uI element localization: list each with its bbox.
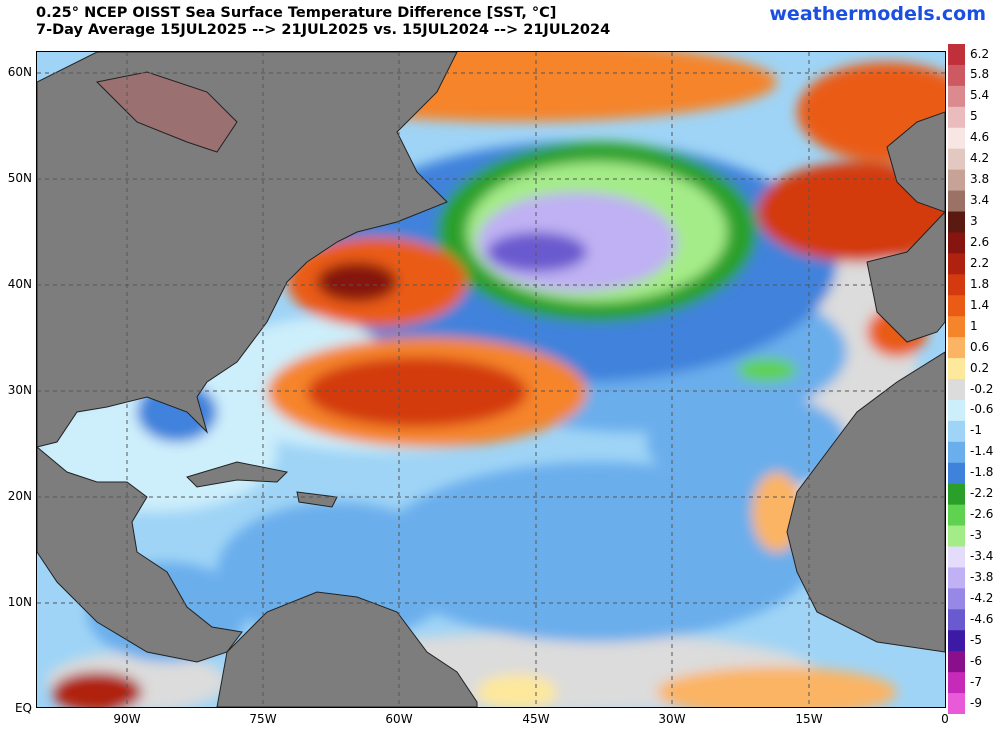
colorbar-swatch (948, 546, 965, 568)
colorbar-label: 1.8 (970, 276, 990, 291)
colorbar-swatch (948, 462, 965, 485)
colorbar-label: 4.2 (970, 151, 990, 166)
land-cuba (186, 461, 289, 488)
land-central-america (37, 446, 243, 663)
colorbar-swatch (948, 651, 965, 673)
colorbar-swatch (948, 630, 965, 652)
colorbar-label: -2.2 (970, 486, 994, 501)
colorbar-swatch (948, 441, 965, 464)
colorbar-label: -6 (970, 653, 982, 668)
colorbar-swatch (948, 127, 965, 150)
colorbar-label: 5.4 (970, 88, 990, 103)
colorbar-swatch (948, 358, 965, 380)
colorbar-swatch (948, 672, 965, 694)
lat-label-40n: 40N (7, 277, 32, 291)
lat-label-50n: 50N (7, 171, 32, 185)
colorbar-swatch (948, 106, 965, 129)
colorbar-label: 1.4 (970, 297, 990, 312)
lon-label-90w: 90W (113, 712, 141, 726)
map-subtitle: 7-Day Average 15JUL2025 --> 21JUL2025 vs… (36, 22, 611, 38)
colorbar-swatch (948, 420, 965, 443)
colorbar-swatch (948, 211, 965, 233)
colorbar-label: -0.2 (970, 381, 994, 396)
colorbar-label: 0.6 (970, 339, 990, 354)
colorbar-label: 5.8 (970, 67, 990, 82)
colorbar-swatch (948, 85, 965, 108)
colorbar-label: -0.6 (970, 402, 994, 417)
colorbar-swatch (948, 253, 965, 275)
colorbar-swatch (948, 525, 965, 547)
colorbar-label: -1.4 (970, 444, 994, 459)
lon-label-60w: 60W (385, 712, 413, 726)
colorbar-label: 0.2 (970, 360, 990, 375)
lat-label-20n: 20N (7, 489, 32, 503)
colorbar-label: -3 (970, 528, 982, 542)
map-title: 0.25° NCEP OISST Sea Surface Temperature… (36, 5, 557, 21)
colorbar-swatch (948, 399, 965, 422)
colorbar-label: 2.6 (970, 234, 990, 249)
colorbar-swatch (948, 609, 965, 631)
land-british-isles (886, 111, 945, 213)
colorbar-swatch (948, 295, 965, 317)
colorbar-swatch (948, 274, 965, 296)
land-north-america (37, 52, 458, 448)
land-masses (37, 52, 945, 707)
colorbar-swatch (948, 483, 965, 506)
colorbar-label: -2.6 (970, 507, 994, 522)
brand-logo[interactable]: weathermodels.com (769, 3, 986, 25)
lon-label-0: 0 (941, 712, 949, 726)
colorbar-label: 3 (970, 214, 978, 228)
colorbar-label: 6.2 (970, 46, 990, 61)
colorbar-label: -9 (970, 695, 982, 710)
colorbar-label: -4.6 (970, 611, 994, 626)
colorbar-swatch (948, 169, 965, 192)
colorbar-label: 2.2 (970, 255, 990, 270)
sst-map (36, 51, 946, 708)
colorbar-swatch (948, 190, 965, 212)
land-iberia (866, 211, 945, 343)
colorbar-label: 3.8 (970, 172, 990, 187)
colorbar-label: 5 (970, 109, 978, 124)
colorbar-label: 1 (970, 318, 978, 333)
colorbar-swatch (948, 504, 965, 527)
colorbar-label: -7 (970, 674, 982, 689)
land-africa (786, 351, 945, 653)
colorbar (948, 44, 965, 714)
colorbar-swatch (948, 588, 965, 610)
land-south-america (216, 591, 478, 707)
lat-lon-grid (37, 52, 945, 707)
lat-label-10n: 10N (7, 595, 32, 609)
lon-label-30w: 30W (658, 712, 686, 726)
colorbar-swatch (948, 567, 965, 589)
colorbar-label: -1.8 (970, 465, 994, 480)
lon-label-15w: 15W (795, 712, 823, 726)
colorbar-swatch (948, 337, 965, 359)
colorbar-swatch (948, 316, 965, 338)
colorbar-label: 3.4 (970, 193, 990, 207)
colorbar-swatch (948, 148, 965, 171)
colorbar-swatch (948, 44, 965, 66)
colorbar-label: -4.2 (970, 590, 994, 605)
colorbar-label: -1 (970, 423, 982, 438)
lon-label-45w: 45W (522, 712, 550, 726)
colorbar-swatch (948, 232, 965, 254)
colorbar-label: 4.6 (970, 130, 990, 145)
lat-label-eq: EQ (14, 701, 32, 715)
colorbar-swatch (948, 693, 965, 714)
colorbar-label: -5 (970, 632, 982, 647)
land-hudson-region (95, 71, 238, 153)
colorbar-swatch (948, 379, 965, 401)
colorbar-swatch (948, 64, 965, 87)
colorbar-label: -3.4 (970, 549, 994, 563)
land-hispaniola (296, 491, 338, 508)
lat-label-60n: 60N (7, 65, 32, 79)
sst-map-canvas (37, 52, 945, 707)
colorbar-label: -3.8 (970, 569, 994, 584)
lon-label-75w: 75W (249, 712, 277, 726)
lat-label-30n: 30N (7, 383, 32, 397)
